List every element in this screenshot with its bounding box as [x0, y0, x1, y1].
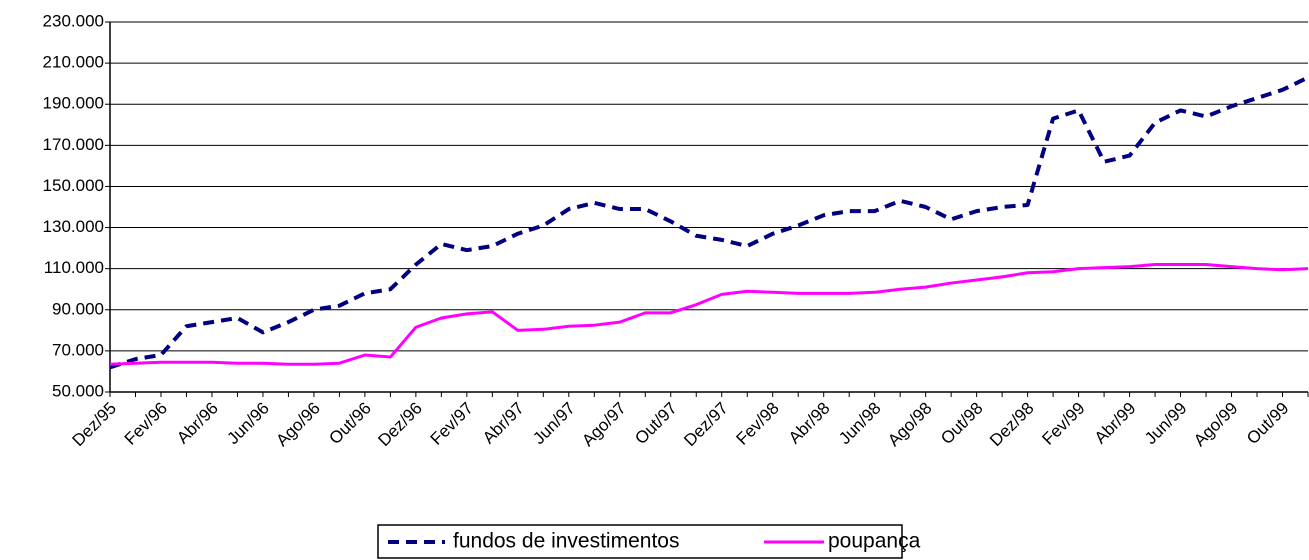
y-tick-label: 150.000	[43, 176, 104, 195]
y-tick-label: 130.000	[43, 217, 104, 236]
y-tick-label: 110.000	[44, 258, 104, 277]
series-line	[109, 75, 1309, 370]
legend-label: poupança	[828, 530, 921, 553]
y-tick-label: 170.000	[43, 135, 104, 154]
y-tick-label: 70.000	[52, 340, 104, 359]
y-tick-label: 210.000	[43, 53, 104, 72]
series-line	[109, 263, 1309, 366]
y-tick-label: 230.000	[43, 11, 104, 30]
legend: fundos de investimentos poupança	[377, 524, 921, 559]
y-tick-label: 90.000	[52, 299, 104, 318]
legend-label: fundos de investimentos	[453, 530, 679, 553]
y-tick-label: 190.000	[43, 94, 104, 113]
y-tick-label: 50.000	[52, 381, 104, 400]
